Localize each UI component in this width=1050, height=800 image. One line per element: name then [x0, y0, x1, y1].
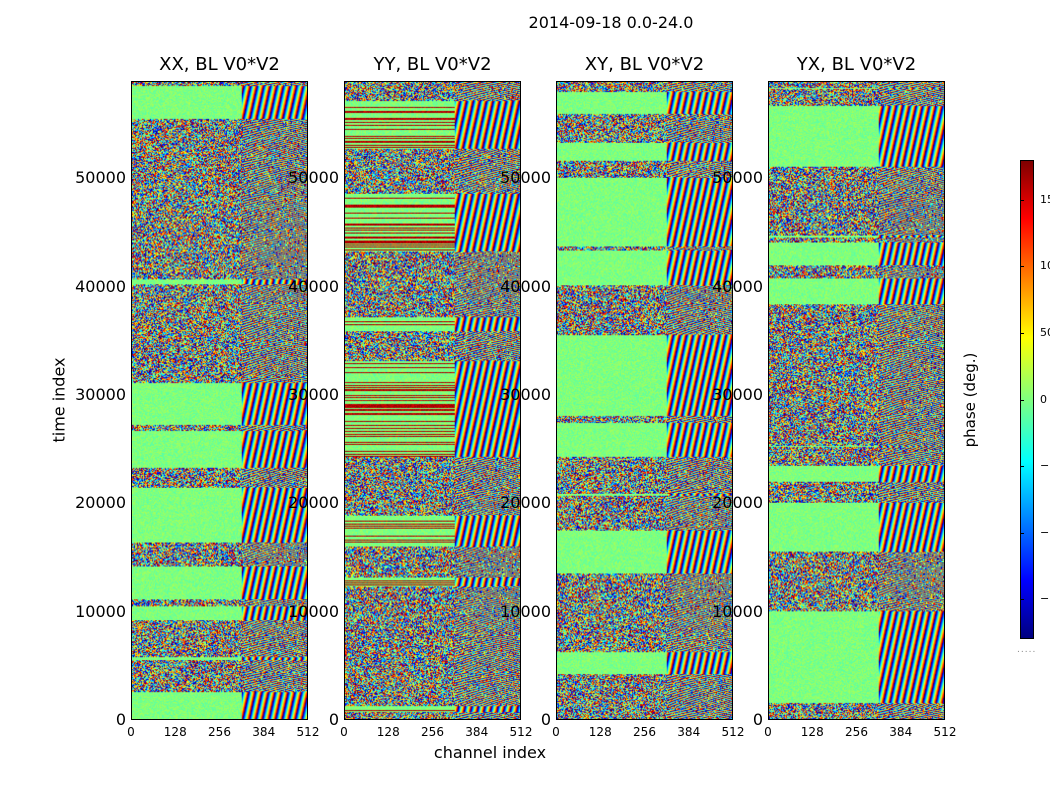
y-tick-label: 20000 — [75, 493, 126, 513]
x-tick-label: 256 — [633, 725, 656, 739]
y-tick-label: 10000 — [500, 601, 551, 621]
y-tick-label: 20000 — [288, 493, 339, 513]
y-tick-label: 30000 — [500, 385, 551, 405]
x-tick-label: 256 — [421, 725, 444, 739]
y-tick-label: 50000 — [288, 168, 339, 188]
y-tick-label: 10000 — [712, 601, 763, 621]
x-tick-label: 512 — [296, 725, 320, 739]
colorbar-tick-label: 0 — [1040, 392, 1047, 406]
y-tick-label: 40000 — [288, 276, 339, 296]
y-tick-label: 0 — [115, 710, 126, 729]
colorbar-tick-mark — [1020, 532, 1024, 534]
x-tick-label: 128 — [588, 725, 612, 739]
y-tick-label: 20000 — [500, 493, 551, 513]
colorbar-tick-mark — [1020, 599, 1024, 601]
figure-title: 2014-09-18 0.0-24.0 — [528, 13, 694, 32]
y-tick-label: 40000 — [500, 276, 551, 296]
x-tick-label: 0 — [764, 725, 772, 739]
x-tick-label: 512 — [721, 725, 745, 739]
x-tick-label: 0 — [340, 725, 348, 739]
colorbar-tick-mark — [1020, 266, 1024, 268]
panel-title: YX, BL V0*V2 — [796, 54, 917, 75]
colorbar-tick-mark — [1020, 399, 1024, 401]
y-tick-label: 40000 — [712, 276, 763, 296]
y-tick-label: 10000 — [288, 601, 339, 621]
x-tick-label: 128 — [163, 725, 187, 739]
panel-xx: XX, BL V0*V2 — [131, 54, 308, 720]
heatmap-plot — [556, 81, 733, 720]
y-tick-label: 50000 — [75, 168, 126, 188]
y-tick-label: 30000 — [712, 385, 763, 405]
colorbar-extension-mark: ..... — [1017, 645, 1037, 655]
y-tick-label: 0 — [328, 710, 339, 729]
x-tick-label: 384 — [252, 725, 276, 739]
panel-xy: XY, BL V0*V2 — [556, 54, 733, 720]
y-tick-label: 50000 — [712, 168, 763, 188]
x-tick-label: 512 — [509, 725, 533, 739]
y-axis-label: time index — [49, 357, 69, 443]
heatmap-plot — [344, 81, 521, 720]
y-tick-label: 20000 — [712, 493, 763, 513]
x-tick-label: 384 — [465, 725, 489, 739]
heatmap-plot — [768, 81, 945, 720]
colorbar-tick-label: 150 — [1040, 192, 1050, 206]
x-tick-label: 256 — [845, 725, 868, 739]
colorbar-tick-label: 100 — [1040, 259, 1050, 273]
colorbar-tick-label: −150 — [1040, 592, 1050, 606]
y-tick-label: 30000 — [288, 385, 339, 405]
y-tick-label: 0 — [540, 710, 551, 729]
panel-title: XX, BL V0*V2 — [159, 54, 280, 75]
panel-title: YY, BL V0*V2 — [373, 54, 492, 75]
panel-title: XY, BL V0*V2 — [584, 54, 705, 75]
y-tick-label: 0 — [752, 710, 763, 729]
colorbar-tick-label: −50 — [1040, 459, 1050, 473]
x-tick-label: 0 — [552, 725, 560, 739]
panel-yx: YX, BL V0*V2 — [768, 54, 945, 720]
y-tick-label: 10000 — [75, 601, 126, 621]
colorbar-tick-mark — [1020, 332, 1024, 334]
colorbar-tick-mark — [1020, 199, 1024, 201]
colorbar-tick-label: −100 — [1040, 525, 1050, 539]
colorbar-label: phase (deg.) — [961, 352, 979, 448]
x-tick-label: 128 — [800, 725, 824, 739]
heatmap-plot — [131, 81, 308, 720]
panel-yy: YY, BL V0*V2 — [344, 54, 521, 720]
x-tick-label: 256 — [208, 725, 231, 739]
x-axis-label: channel index — [433, 743, 547, 762]
y-tick-label: 40000 — [75, 276, 126, 296]
x-tick-label: 384 — [677, 725, 701, 739]
x-tick-label: 384 — [889, 725, 913, 739]
y-tick-label: 30000 — [75, 385, 126, 405]
y-tick-label: 50000 — [500, 168, 551, 188]
colorbar-tick-label: 50 — [1040, 325, 1050, 339]
x-tick-label: 128 — [376, 725, 400, 739]
colorbar-tick-mark — [1020, 466, 1024, 468]
x-tick-label: 0 — [127, 725, 135, 739]
x-tick-label: 512 — [933, 725, 957, 739]
